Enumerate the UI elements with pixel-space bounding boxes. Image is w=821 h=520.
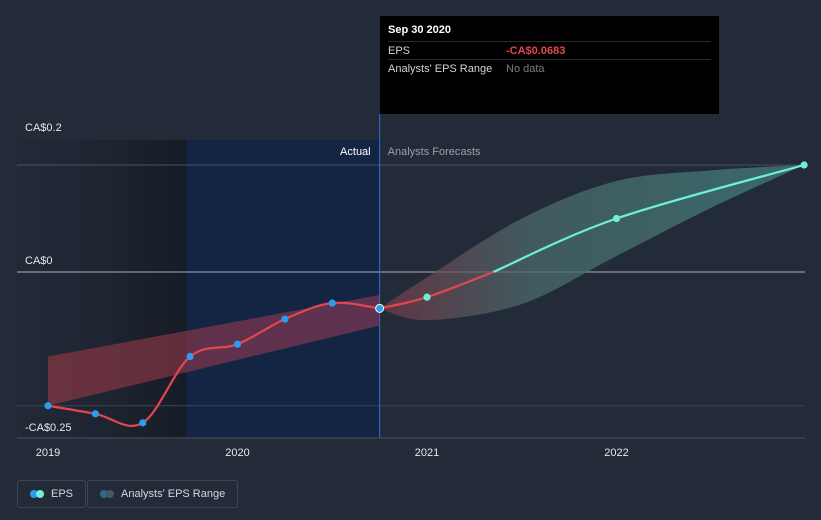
actual-range-band [48, 295, 380, 406]
eps-point [139, 419, 147, 427]
tooltip-eps-label: EPS [388, 44, 411, 57]
forecast-point [800, 161, 808, 169]
forecast-point [423, 293, 431, 301]
past-shade [17, 140, 187, 438]
y-tick-label: CA$0.2 [25, 122, 62, 134]
forecast-range-band [379, 165, 805, 321]
eps-legend-icon [30, 490, 44, 498]
tooltip-range-value: No data [506, 62, 545, 75]
eps-point [91, 410, 99, 418]
eps-point [44, 402, 52, 410]
eps-point [328, 299, 336, 307]
eps-point [186, 352, 194, 361]
legend-range-label: Analysts' EPS Range [121, 488, 226, 500]
tooltip-eps-row: EPS -CA$0.0683 [388, 41, 711, 59]
forecast-label: Analysts Forecasts [388, 146, 481, 158]
eps-point [233, 340, 242, 348]
tooltip-date: Sep 30 2020 [388, 24, 451, 36]
x-tick-label: 2020 [225, 447, 249, 459]
tooltip: Sep 30 2020 EPS -CA$0.0683 Analysts' EPS… [380, 16, 719, 114]
x-tick-label: 2019 [36, 447, 60, 459]
forecast-point [612, 214, 621, 223]
eps-point [375, 303, 385, 313]
legend-eps[interactable]: EPS [17, 480, 87, 508]
tooltip-range-row: Analysts' EPS Range No data [388, 59, 711, 77]
legend-range[interactable]: Analysts' EPS Range [87, 480, 239, 508]
x-tick-label: 2021 [415, 447, 439, 459]
y-tick-label: CA$0 [25, 255, 53, 267]
actual-highlight [186, 140, 380, 438]
tooltip-eps-value: -CA$0.0683 [506, 44, 566, 57]
legend-eps-label: EPS [51, 488, 74, 500]
x-tick-label: 2022 [604, 447, 628, 459]
range-legend-icon [100, 490, 114, 498]
eps-line [47, 301, 380, 427]
actual-label: Actual [340, 146, 371, 158]
y-tick-label: -CA$0.25 [25, 422, 71, 434]
eps-point [281, 315, 289, 323]
tooltip-range-label: Analysts' EPS Range [388, 62, 493, 75]
